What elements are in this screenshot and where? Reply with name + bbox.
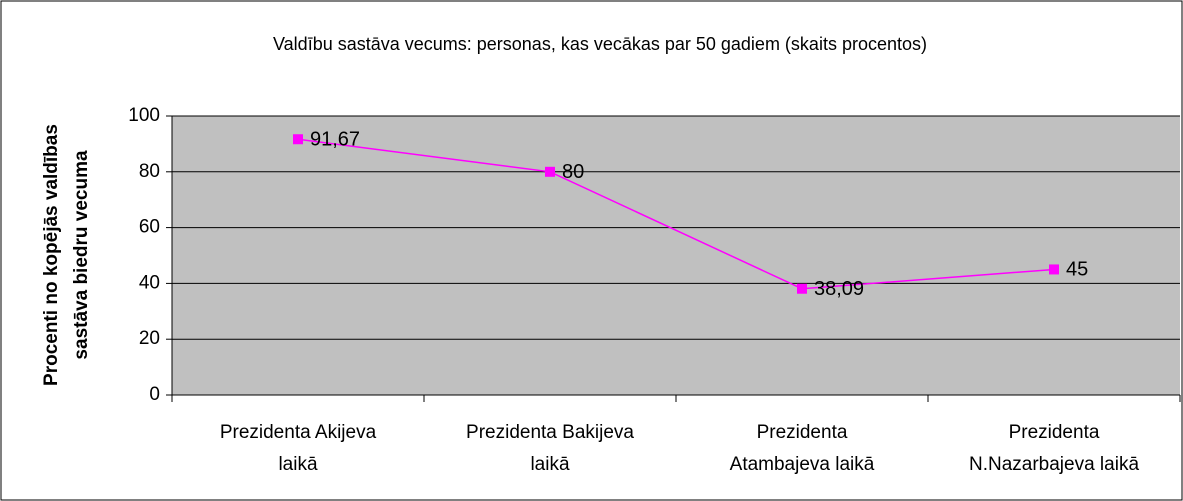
- y-axis-title-line: Procenti no kopējās valdības: [41, 124, 62, 386]
- y-tick-label: 40: [139, 272, 160, 293]
- x-tick-label: N.Nazarbajeva laikā: [969, 454, 1139, 475]
- data-point: [1049, 264, 1059, 275]
- y-tick-label: 80: [139, 161, 160, 182]
- y-axis-title: Procenti no kopējās valdības sastāva bie…: [41, 124, 92, 386]
- data-label: 91,67: [310, 129, 360, 151]
- y-axis-title-line: sastāva biedru vecuma: [71, 150, 92, 360]
- y-tick-label: 0: [149, 384, 160, 405]
- data-point: [545, 166, 555, 177]
- data-point: [293, 134, 303, 145]
- data-label: 80: [562, 161, 584, 183]
- y-tick-label: 60: [139, 217, 160, 238]
- plot-area: [172, 116, 1180, 395]
- x-tick-label: Prezidenta Akijeva: [220, 422, 377, 443]
- x-tick-label: Atambajeva laikā: [730, 454, 875, 475]
- data-line: [297, 138, 1055, 290]
- x-tick-label: Prezidenta: [1009, 422, 1100, 443]
- x-tick-label: laikā: [530, 454, 570, 475]
- y-tick-label: 100: [128, 105, 160, 126]
- chart-title: Valdību sastāva vecums: personas, kas ve…: [273, 34, 927, 54]
- x-tick-label: laikā: [278, 454, 318, 475]
- x-tick-label: Prezidenta: [757, 422, 848, 443]
- data-label: 38,09: [814, 278, 864, 300]
- data-label: 45: [1066, 259, 1088, 281]
- y-tick-label: 20: [139, 328, 160, 349]
- x-tick-label: Prezidenta Bakijeva: [466, 422, 634, 443]
- data-point: [797, 283, 807, 294]
